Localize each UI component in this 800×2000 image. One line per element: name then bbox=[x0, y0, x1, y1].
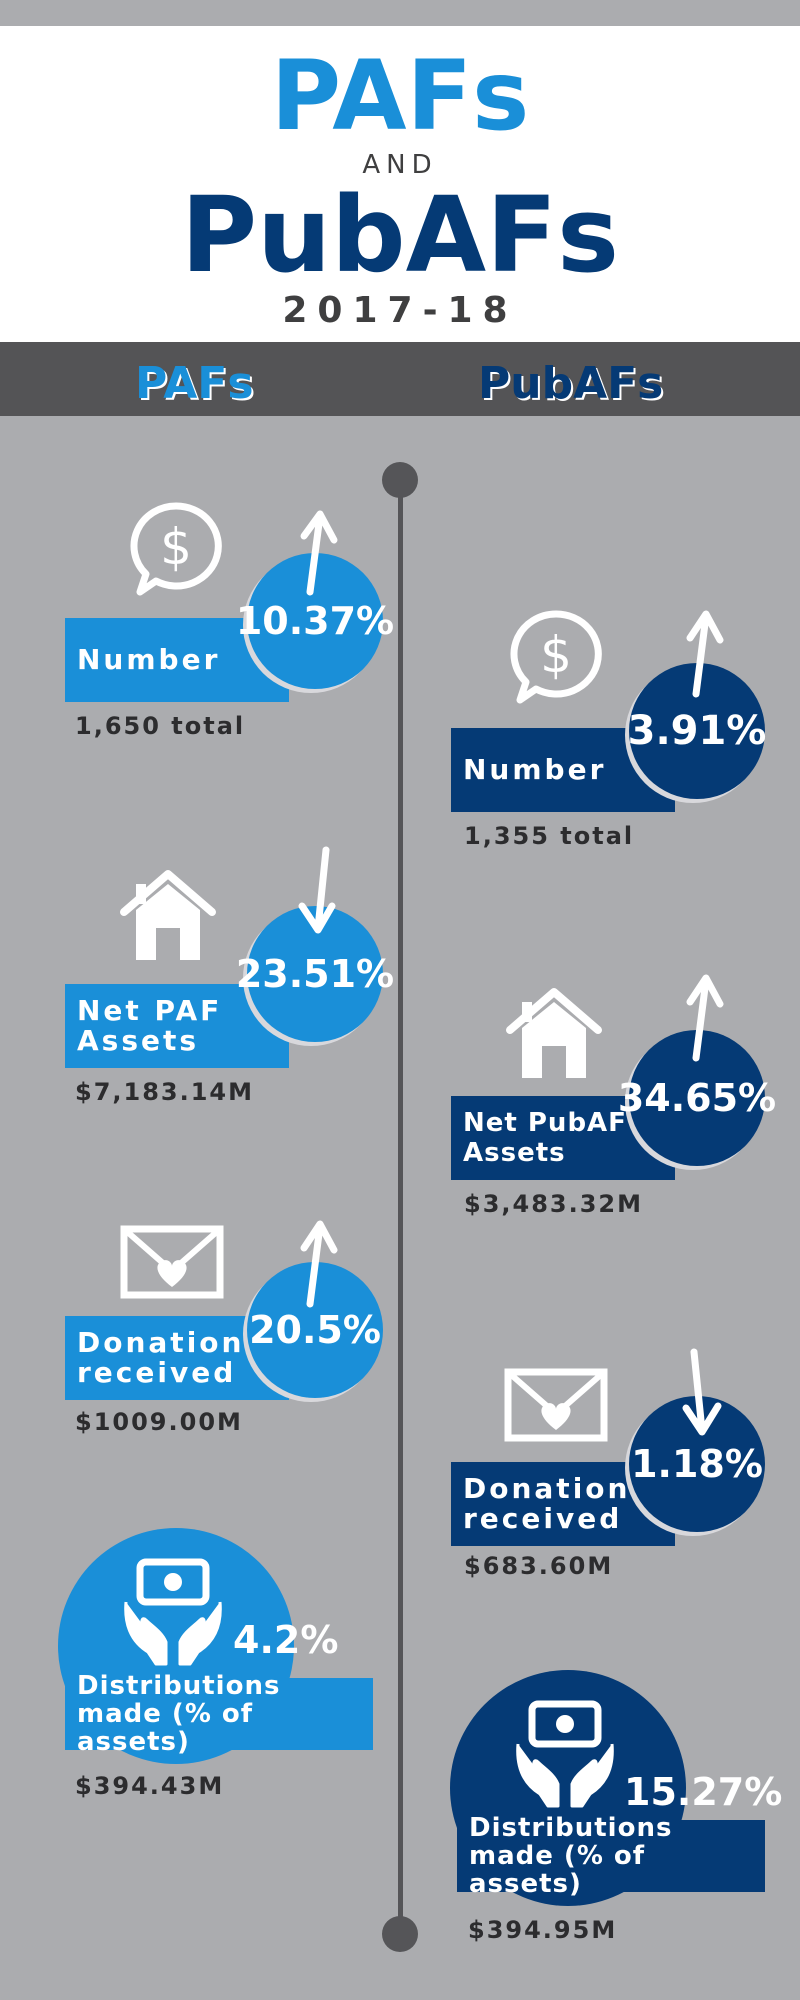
paf-number-label: Number bbox=[65, 618, 289, 702]
up-arrow-icon bbox=[686, 610, 724, 698]
pubaf-number-label: Number bbox=[451, 728, 675, 812]
pubaf-donations-label-line2: received bbox=[463, 1502, 623, 1535]
svg-text:$: $ bbox=[540, 626, 572, 684]
svg-text:$: $ bbox=[160, 518, 192, 576]
dollar-speech-bubble-icon: $ bbox=[510, 610, 602, 704]
down-arrow-icon bbox=[682, 1348, 722, 1436]
pubaf-distributions-percent: 15.27% bbox=[624, 1770, 783, 1814]
pubaf-donations-label-line1: Donations bbox=[463, 1472, 651, 1505]
money-hands-icon bbox=[516, 1700, 614, 1808]
heart-envelope-icon bbox=[120, 1225, 224, 1299]
pubaf-distributions-label-line2: made (% of assets) bbox=[469, 1841, 646, 1899]
pubaf-number-total: 1,355 total bbox=[464, 822, 635, 850]
title-pafs: PAFs bbox=[270, 40, 530, 152]
paf-number-total: 1,650 total bbox=[75, 712, 246, 740]
house-icon bbox=[120, 870, 216, 960]
pubaf-assets-value: $3,483.32M bbox=[464, 1190, 644, 1218]
paf-donations-value: $1009.00M bbox=[75, 1408, 243, 1436]
paf-donations-label-line2: received bbox=[77, 1356, 237, 1389]
pubaf-number-percent: 3.91% bbox=[628, 663, 766, 799]
paf-distributions-label-line2: made (% of assets) bbox=[77, 1699, 254, 1757]
up-arrow-icon bbox=[300, 510, 338, 596]
paf-distributions-label-line1: Distributions bbox=[77, 1671, 281, 1701]
pubaf-assets-percent: 34.65% bbox=[618, 1030, 776, 1166]
column-title-pubafs: PubAFs bbox=[478, 358, 664, 409]
title-pubafs: PubAFs bbox=[180, 174, 620, 296]
paf-assets-label-line2: Assets bbox=[77, 1024, 200, 1057]
paf-assets-value: $7,183.14M bbox=[75, 1078, 255, 1106]
money-hands-icon bbox=[124, 1558, 222, 1666]
top-strip bbox=[0, 0, 800, 26]
paf-distributions-label: Distributions made (% of assets) bbox=[65, 1672, 373, 1756]
up-arrow-icon bbox=[686, 974, 724, 1062]
pubaf-distributions-value: $394.95M bbox=[468, 1916, 618, 1944]
column-title-pafs: PAFs bbox=[135, 358, 254, 409]
down-arrow-icon bbox=[298, 846, 336, 934]
pubaf-assets-label: Net PubAF Assets bbox=[451, 1096, 675, 1180]
paf-distributions-value: $394.43M bbox=[75, 1772, 225, 1800]
pubaf-assets-label-line1: Net PubAF bbox=[463, 1108, 627, 1138]
paf-distributions-percent: 4.2% bbox=[233, 1618, 339, 1662]
up-arrow-icon bbox=[300, 1220, 338, 1308]
timeline-end-dot bbox=[382, 1916, 418, 1952]
pubaf-distributions-label-line1: Distributions bbox=[469, 1813, 673, 1843]
pubaf-assets-label-line2: Assets bbox=[463, 1138, 566, 1168]
pubaf-distributions-label: Distributions made (% of assets) bbox=[457, 1814, 765, 1898]
dollar-speech-bubble-icon: $ bbox=[130, 502, 222, 596]
pubaf-donations-value: $683.60M bbox=[464, 1552, 614, 1580]
title-year: 2017-18 bbox=[282, 290, 518, 331]
paf-assets-label-line1: Net PAF bbox=[77, 994, 223, 1027]
timeline-line bbox=[398, 478, 403, 1934]
house-icon bbox=[506, 988, 602, 1078]
heart-envelope-icon bbox=[504, 1368, 608, 1442]
column-header-band bbox=[0, 342, 800, 416]
title-and: AND bbox=[362, 150, 438, 180]
timeline-start-dot bbox=[382, 462, 418, 498]
header-panel bbox=[0, 26, 800, 342]
paf-donations-label-line1: Donations bbox=[77, 1326, 265, 1359]
